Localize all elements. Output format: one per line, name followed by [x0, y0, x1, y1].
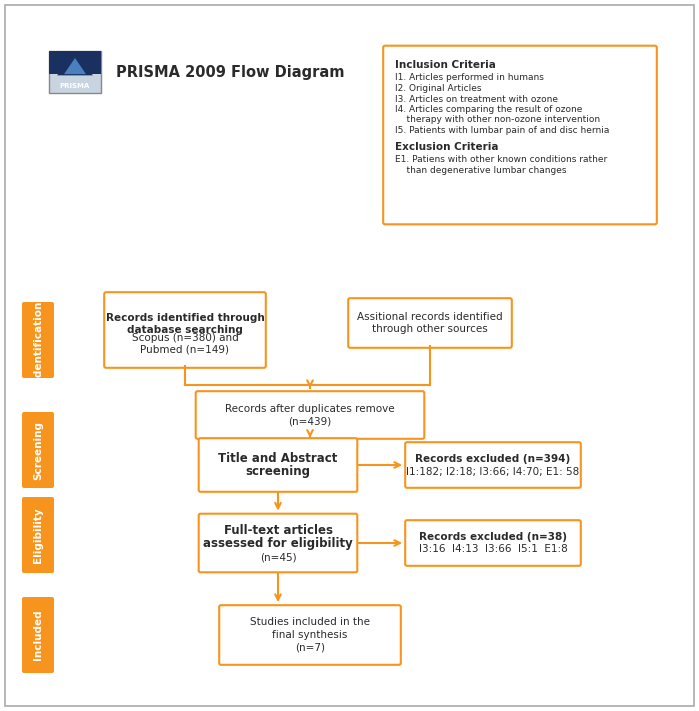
Text: Pubmed (n=149): Pubmed (n=149) — [140, 345, 229, 355]
Text: Studies included in the: Studies included in the — [250, 617, 370, 627]
FancyBboxPatch shape — [348, 298, 512, 348]
Text: PRISMA: PRISMA — [60, 83, 90, 89]
Text: Exclusion Criteria: Exclusion Criteria — [395, 141, 498, 151]
FancyBboxPatch shape — [22, 497, 54, 573]
Text: screening: screening — [245, 466, 310, 479]
Text: Identification: Identification — [33, 300, 43, 380]
Polygon shape — [64, 58, 86, 74]
FancyBboxPatch shape — [196, 391, 424, 439]
Text: final synthesis: final synthesis — [273, 630, 347, 640]
Text: Scopus (n=380) and: Scopus (n=380) and — [131, 333, 238, 343]
Text: Included: Included — [33, 610, 43, 661]
Text: (n=7): (n=7) — [295, 643, 325, 653]
Text: Records excluded (n=38): Records excluded (n=38) — [419, 532, 567, 542]
Text: Records identified through: Records identified through — [106, 313, 264, 323]
Text: (n=439): (n=439) — [289, 417, 331, 427]
Polygon shape — [57, 55, 93, 75]
FancyBboxPatch shape — [5, 5, 694, 706]
Text: Records after duplicates remove: Records after duplicates remove — [225, 404, 395, 414]
FancyBboxPatch shape — [22, 412, 54, 488]
Text: (n=45): (n=45) — [260, 552, 296, 562]
FancyBboxPatch shape — [49, 51, 101, 74]
Text: Inclusion Criteria: Inclusion Criteria — [395, 60, 496, 70]
Text: Screening: Screening — [33, 420, 43, 479]
Text: assessed for eligibility: assessed for eligibility — [203, 537, 353, 550]
FancyBboxPatch shape — [22, 302, 54, 378]
Text: I5. Patients with lumbar pain of and disc hernia: I5. Patients with lumbar pain of and dis… — [395, 126, 610, 135]
Text: I1:182; I2:18; I3:66; I4:70; E1: 58: I1:182; I2:18; I3:66; I4:70; E1: 58 — [406, 466, 579, 476]
Text: Full-text articles: Full-text articles — [224, 524, 333, 537]
Text: through other sources: through other sources — [372, 324, 488, 334]
Text: I1. Articles performed in humans: I1. Articles performed in humans — [395, 73, 544, 82]
Text: database searching: database searching — [127, 325, 243, 335]
Text: therapy with other non-ozone intervention: therapy with other non-ozone interventio… — [395, 115, 600, 124]
FancyBboxPatch shape — [199, 514, 357, 572]
Text: I2. Original Articles: I2. Original Articles — [395, 84, 482, 93]
FancyBboxPatch shape — [383, 46, 657, 224]
FancyBboxPatch shape — [104, 292, 266, 368]
Text: E1. Patiens with other known conditions rather: E1. Patiens with other known conditions … — [395, 156, 607, 164]
Text: I3:16  I4:13  I3:66  I5:1  E1:8: I3:16 I4:13 I3:66 I5:1 E1:8 — [419, 545, 568, 555]
FancyBboxPatch shape — [49, 51, 101, 93]
FancyBboxPatch shape — [405, 520, 581, 566]
FancyBboxPatch shape — [219, 605, 401, 665]
FancyBboxPatch shape — [405, 442, 581, 488]
Text: Title and Abstract: Title and Abstract — [218, 451, 338, 464]
Text: Eligibility: Eligibility — [33, 507, 43, 563]
FancyBboxPatch shape — [22, 597, 54, 673]
Text: Assitional records identified: Assitional records identified — [357, 311, 503, 321]
Text: I3. Articles on treatment with ozone: I3. Articles on treatment with ozone — [395, 95, 558, 104]
Text: than degenerative lumbar changes: than degenerative lumbar changes — [395, 166, 566, 175]
Text: PRISMA 2009 Flow Diagram: PRISMA 2009 Flow Diagram — [116, 65, 344, 80]
Text: I4. Articles comparing the result of ozone: I4. Articles comparing the result of ozo… — [395, 105, 582, 114]
FancyBboxPatch shape — [199, 438, 357, 492]
Text: Records excluded (n=394): Records excluded (n=394) — [415, 454, 570, 464]
